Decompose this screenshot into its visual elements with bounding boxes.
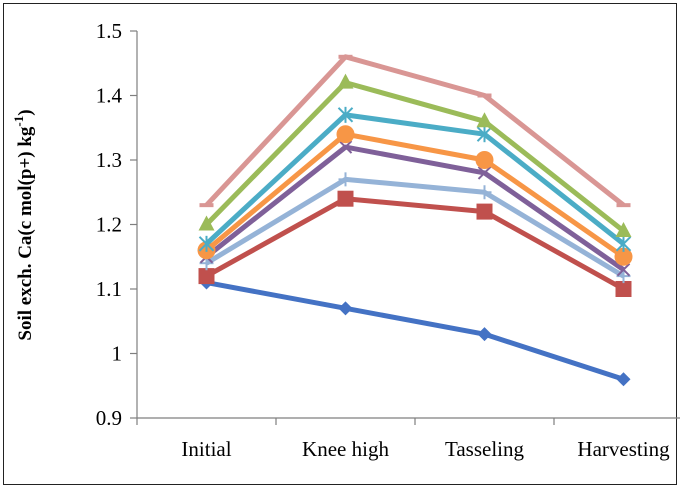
data-point-square: [476, 203, 493, 220]
series-6: [198, 106, 632, 252]
data-point-diamond: [477, 327, 492, 342]
series-8: [199, 54, 631, 208]
series-line: [204, 112, 626, 246]
series-line: [204, 54, 626, 208]
x-tick-label: Initial: [181, 437, 231, 461]
x-tick-label: Tasseling: [445, 437, 525, 461]
series-7: [198, 73, 632, 237]
y-tick-label: 1.2: [96, 213, 122, 237]
series-line: [204, 80, 626, 233]
data-point-triangle: [476, 112, 493, 128]
data-point-square: [615, 281, 632, 297]
data-point-triangle: [615, 221, 632, 237]
y-tick-label: 1: [112, 342, 123, 366]
data-point-square: [198, 268, 215, 285]
data-point-circle: [336, 125, 355, 144]
data-point-x: [477, 166, 492, 180]
data-point-star: [337, 106, 354, 123]
data-point-diamond: [616, 372, 631, 387]
y-tick-label: 1.3: [96, 148, 122, 172]
data-point-plus: [477, 185, 492, 200]
data-point-plus: [338, 172, 353, 187]
data-point-x: [338, 140, 353, 154]
labels: 0.9 1 1.1 1.2 1.3 1.4 1.5 Initial Knee high Tasse…: [11, 19, 670, 461]
data-point-square: [337, 190, 354, 207]
y-axis-title-main: Soil exch. Ca(c mol(p+) kg: [15, 126, 36, 341]
y-tick-label: 1.1: [96, 277, 122, 301]
series-layer: [197, 54, 633, 387]
axes: [130, 30, 680, 425]
y-tick-label: 1.4: [96, 84, 123, 108]
data-point-diamond: [338, 301, 353, 316]
series-2: [198, 190, 632, 297]
series-line: [204, 144, 625, 272]
data-point-plus: [616, 269, 631, 284]
data-point-x-b: [477, 166, 492, 180]
data-point-x: [616, 262, 631, 277]
series-4: [199, 140, 631, 277]
series-1: [199, 275, 631, 387]
data-point-star: [615, 235, 632, 252]
y-axis-title: Soil exch. Ca(c mol(p+) kg-1): [11, 109, 36, 340]
y-axis-title-superscript: -1: [11, 116, 26, 127]
data-point-circle: [475, 151, 494, 169]
series-line: [205, 176, 625, 279]
y-axis-title-close: ): [15, 109, 36, 115]
chart-frame: [3, 3, 677, 485]
series-line: [204, 131, 625, 259]
data-point-x-b: [338, 140, 353, 154]
data-point-triangle: [198, 215, 215, 231]
data-point-star: [198, 235, 215, 252]
y-tick-label: 0.9: [96, 406, 122, 430]
x-tick-label: Knee high: [302, 437, 389, 461]
y-tick-label: 1.5: [96, 19, 122, 43]
data-point-star: [476, 126, 493, 143]
series-line: [206, 280, 625, 382]
x-tick-label: Harvesting: [577, 437, 670, 461]
data-point-circle: [614, 247, 633, 266]
data-point-x-b: [616, 262, 631, 277]
series-line: [205, 196, 625, 292]
data-point-triangle: [337, 73, 354, 89]
